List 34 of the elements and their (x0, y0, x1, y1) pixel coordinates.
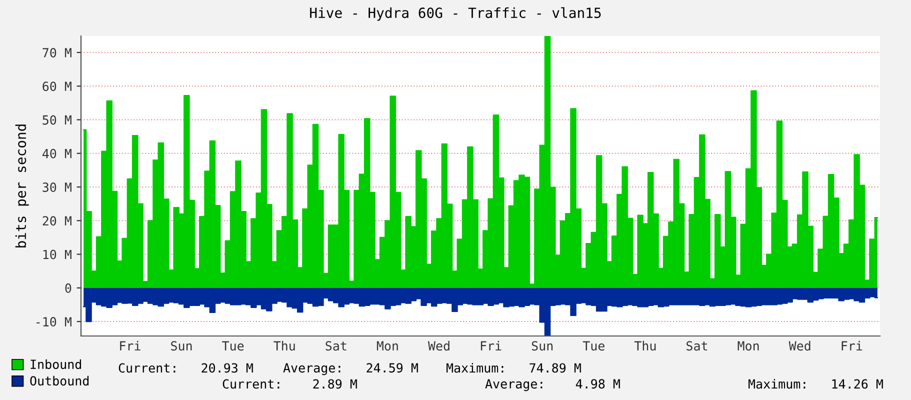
x-tick-label: Mon (738, 341, 759, 351)
x-tick-label: Fri (480, 340, 502, 350)
text: Current: 2.89 M (222, 379, 357, 389)
x-tick-label: Sun (532, 341, 553, 351)
y-tick-label: 20 M (42, 216, 72, 226)
legend-label: Outbound (30, 376, 89, 386)
y-tick-label: 0 (65, 283, 72, 293)
y-tick-label: 10 M (43, 250, 72, 260)
x-tick-label: Sat (326, 341, 346, 351)
y-tick-label: -10 M (36, 317, 72, 326)
y-tick-label: 60 M (42, 82, 72, 92)
x-tick-label: Tue (582, 341, 604, 351)
y-tick-label: 30 M (42, 182, 72, 192)
y-tick-label: 40 M (42, 148, 72, 158)
x-tick-label: Wed (428, 340, 450, 351)
x-tick-label: Sat (686, 341, 708, 351)
x-tick-label: Tue (222, 341, 244, 351)
text: Average: 24.59 M (283, 363, 418, 376)
x-tick-label: Fri (842, 340, 862, 350)
x-tick-label: Thu (274, 340, 295, 351)
y-tick-label: 50 M (42, 115, 72, 125)
text: Current: 20.93 M (118, 363, 253, 373)
legend-label: Inbound (30, 359, 82, 370)
x-tick-label: Thu (634, 340, 656, 351)
x-tick-label: Sun (171, 341, 192, 351)
chart-title: Hive - Hydra 60G - Traffic - vlan15 (310, 7, 601, 21)
text: Average: 4.98 M (485, 379, 620, 392)
x-tick-label: Wed (788, 340, 810, 351)
text: Maximum: 14.26 M (748, 378, 883, 389)
text: Maximum: 74.89 M (446, 362, 581, 373)
x-tick-label: Mon (376, 341, 398, 351)
y-axis-title: bits per second (15, 124, 29, 248)
x-tick-label: Fri (120, 340, 140, 350)
y-tick-label: 70 M (42, 48, 72, 58)
